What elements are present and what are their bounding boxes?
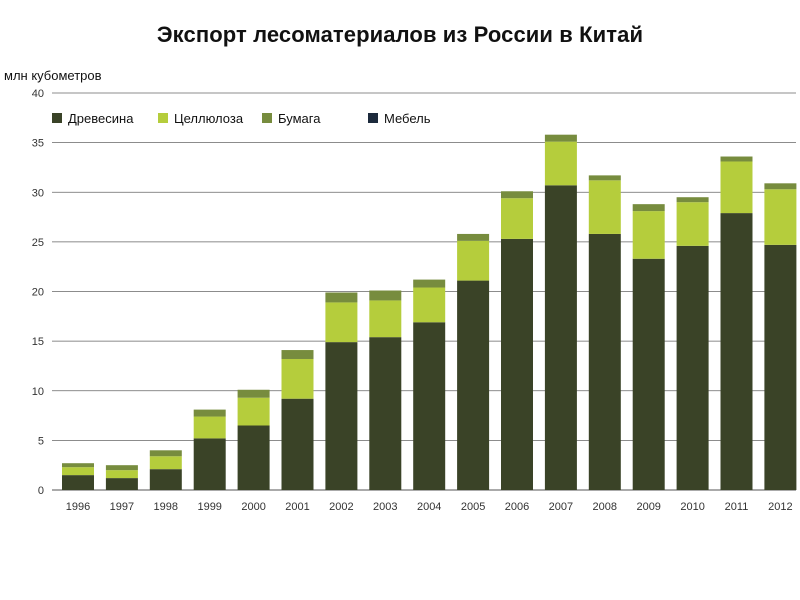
- bar-segment: [413, 279, 446, 288]
- x-tick-label: 2010: [680, 501, 704, 513]
- bar-segment: [676, 197, 709, 203]
- bar-segment: [632, 258, 665, 490]
- x-tick-label: 2004: [417, 501, 441, 513]
- y-tick-label: 25: [32, 237, 44, 249]
- bar-segment: [632, 211, 665, 259]
- bars: [62, 134, 797, 491]
- bar-segment: [632, 204, 665, 212]
- bar-segment: [588, 180, 621, 234]
- x-tick-label: 2008: [593, 501, 617, 513]
- x-tick-label: 1997: [110, 501, 134, 513]
- bar-segment: [62, 475, 94, 490]
- bar-segment: [149, 456, 182, 470]
- y-tick-label: 35: [32, 138, 44, 150]
- y-axis-ticks: 0 5 10 15 20 25 30 35 40: [32, 88, 44, 497]
- bar-segment: [193, 416, 226, 439]
- bar-segment: [457, 280, 490, 490]
- bar-segment: [325, 302, 358, 343]
- y-tick-label: 30: [32, 187, 44, 199]
- y-tick-label: 15: [32, 336, 44, 348]
- x-tick-label: 2005: [461, 501, 485, 513]
- legend: Древесина Целлюлоза Бумага Мебель: [52, 111, 431, 126]
- x-tick-label: 2011: [725, 501, 749, 513]
- x-tick-label: 2009: [636, 501, 660, 513]
- legend-label: Бумага: [278, 111, 321, 126]
- bar-segment: [369, 337, 402, 490]
- y-tick-label: 20: [32, 287, 44, 299]
- y-axis-label: млн кубометров: [4, 68, 102, 83]
- legend-swatch: [52, 113, 62, 123]
- y-tick-label: 0: [38, 485, 44, 497]
- x-tick-label: 2003: [373, 501, 397, 513]
- bar-segment: [281, 358, 314, 399]
- x-tick-label: 2007: [549, 501, 573, 513]
- bar-segment: [764, 244, 797, 490]
- y-tick-label: 40: [32, 88, 44, 100]
- x-tick-label: 2001: [285, 501, 309, 513]
- legend-label: Древесина: [68, 111, 134, 126]
- bar-segment: [720, 156, 753, 162]
- bar-segment: [457, 233, 490, 241]
- legend-label: Мебель: [384, 111, 431, 126]
- bar-segment: [62, 467, 94, 476]
- bar-segment: [544, 134, 577, 142]
- x-tick-label: 2002: [329, 501, 353, 513]
- chart-title: Экспорт лесоматериалов из России в Китай: [156, 22, 644, 47]
- bar-segment: [193, 409, 226, 417]
- legend-label: Целлюлоза: [174, 111, 244, 126]
- bar-segment: [764, 183, 797, 190]
- bar-segment: [281, 398, 314, 490]
- y-tick-label: 5: [38, 435, 44, 447]
- bar-segment: [325, 342, 358, 490]
- bar-segment: [149, 469, 182, 490]
- bar-segment: [720, 161, 753, 214]
- x-axis-ticks: 1996 1997 1998 1999 2000 2001 2002 2003 2004 2005…: [66, 501, 793, 513]
- y-tick-label: 10: [32, 386, 44, 398]
- bar-segment: [676, 202, 709, 246]
- bar-segment: [413, 322, 446, 490]
- legend-swatch: [158, 113, 168, 123]
- bar-segment: [62, 463, 94, 468]
- x-tick-label: 2012: [768, 501, 792, 513]
- bar-segment: [237, 397, 270, 426]
- bar-segment: [281, 350, 314, 359]
- bar-segment: [764, 189, 797, 245]
- x-tick-label: 2006: [505, 501, 529, 513]
- bar-segment: [544, 185, 577, 491]
- bar-segment: [105, 465, 138, 471]
- legend-swatch: [368, 113, 378, 123]
- bar-segment: [369, 290, 402, 301]
- bar-segment: [676, 245, 709, 490]
- x-tick-label: 1996: [66, 501, 90, 513]
- bar-segment: [501, 238, 533, 490]
- bar-segment: [720, 213, 753, 490]
- x-tick-label: 1998: [154, 501, 178, 513]
- bar-segment: [237, 389, 270, 398]
- bar-segment: [457, 240, 490, 281]
- bar-segment: [544, 141, 577, 186]
- bar-segment: [149, 450, 182, 457]
- bar-segment: [105, 478, 138, 490]
- legend-swatch: [262, 113, 272, 123]
- bar-segment: [369, 300, 402, 338]
- x-tick-label: 1999: [197, 501, 221, 513]
- bar-segment: [588, 175, 621, 181]
- bar-segment: [501, 198, 533, 239]
- bar-segment: [193, 438, 226, 490]
- bar-segment: [325, 292, 358, 303]
- bar-segment: [501, 191, 533, 199]
- bar-segment: [237, 425, 270, 490]
- bar-segment: [105, 470, 138, 479]
- bar-segment: [413, 287, 446, 323]
- x-tick-label: 2000: [241, 501, 265, 513]
- bar-segment: [588, 233, 621, 490]
